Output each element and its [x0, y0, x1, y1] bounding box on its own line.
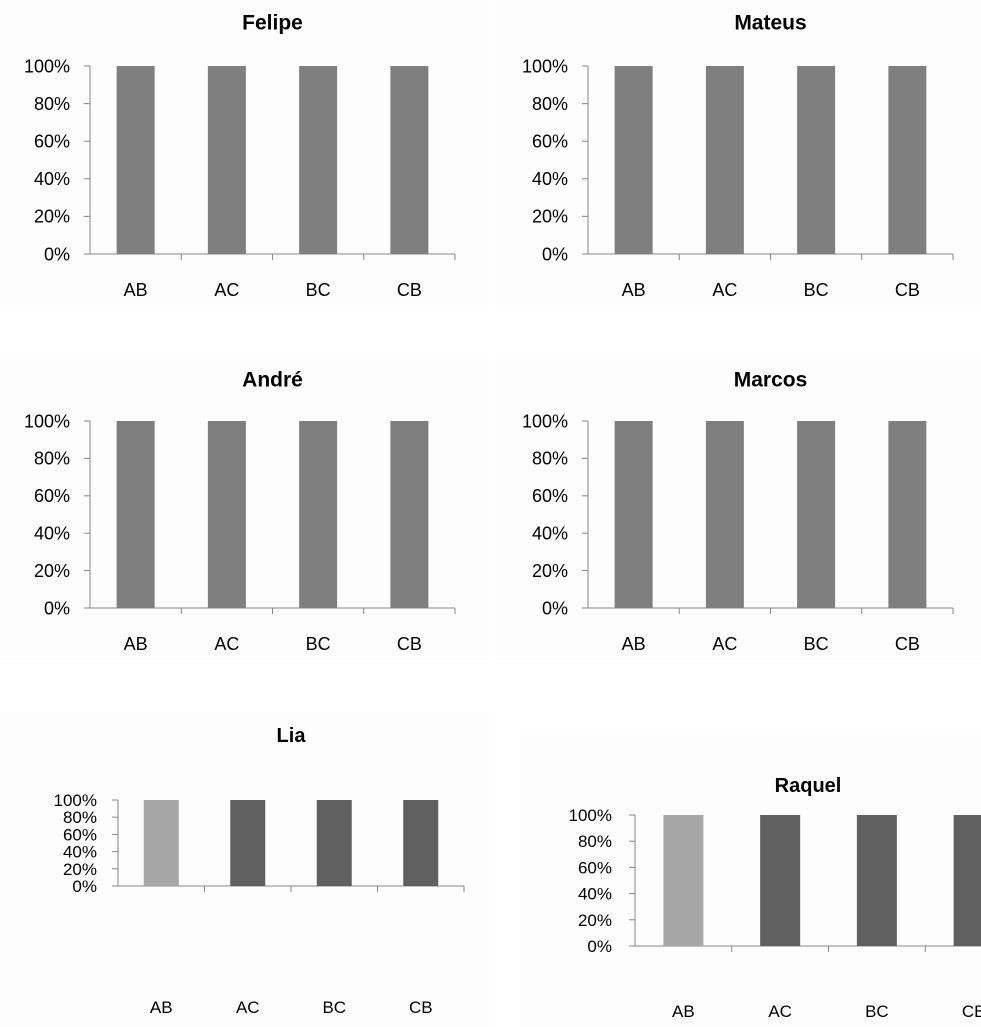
y-tick-label: 80% — [34, 94, 70, 114]
bar-cb — [403, 800, 439, 886]
y-tick-label: 40% — [63, 843, 97, 862]
y-tick-label: 20% — [34, 207, 70, 227]
x-tick-label: AC — [236, 998, 260, 1017]
y-tick-label: 60% — [532, 132, 568, 152]
x-tick-label: AC — [712, 280, 737, 300]
chart-title: André — [242, 368, 303, 391]
y-tick-label: 0% — [72, 877, 97, 896]
x-tick-label: CB — [397, 634, 422, 654]
bar-cb — [888, 66, 927, 254]
bar-bc — [797, 421, 836, 608]
chart-area-background — [520, 735, 981, 1027]
x-tick-label: CB — [895, 280, 920, 300]
bar-cb — [390, 421, 429, 608]
x-tick-label: CB — [409, 998, 433, 1017]
bar-ab — [614, 66, 653, 254]
y-tick-label: 80% — [34, 449, 70, 469]
x-tick-label: AB — [622, 280, 646, 300]
y-tick-label: 40% — [34, 169, 70, 189]
bar-ab — [116, 66, 155, 254]
bar-bc — [316, 800, 352, 886]
x-tick-label: AB — [124, 280, 148, 300]
x-tick-label: AC — [214, 634, 239, 654]
bar-ac — [230, 800, 266, 886]
x-tick-label: CB — [397, 280, 422, 300]
x-tick-label: CB — [962, 1002, 981, 1021]
y-tick-label: 80% — [532, 94, 568, 114]
bar-cb — [888, 421, 927, 608]
chart-panel-lia: Lia 0%20%40%60%80%100% AB AC BC CB — [0, 712, 490, 1027]
y-tick-label: 100% — [569, 806, 612, 825]
y-tick-label: 100% — [522, 411, 568, 431]
x-tick-label: AB — [124, 634, 148, 654]
bar-cb — [390, 66, 429, 254]
y-tick-label: 100% — [24, 411, 70, 431]
y-tick-label: 0% — [44, 244, 70, 264]
chart-title: Mateus — [734, 11, 806, 34]
x-tick-label: BC — [804, 634, 829, 654]
x-tick-label: BC — [322, 998, 346, 1017]
chart-panel-andr: André 0% 20% 40% 60% 80% 100% AB AC BC CB — [0, 358, 490, 660]
x-tick-label: AB — [622, 634, 646, 654]
y-tick-label: 80% — [532, 449, 568, 469]
y-tick-label: 0% — [542, 244, 568, 264]
y-tick-label: 0% — [542, 598, 568, 618]
y-tick-label: 0% — [587, 937, 612, 956]
x-tick-label: AC — [768, 1002, 792, 1021]
bar-bc — [797, 66, 836, 254]
bar-ac — [760, 815, 801, 946]
bar-ac — [207, 66, 246, 254]
y-tick-label: 100% — [54, 791, 97, 810]
bar-ac — [207, 421, 246, 608]
bar-bc — [856, 815, 897, 946]
x-tick-label: BC — [306, 280, 331, 300]
y-tick-label: 20% — [34, 561, 70, 581]
y-tick-label: 60% — [532, 486, 568, 506]
x-tick-label: AB — [150, 998, 173, 1017]
bar-cb — [953, 815, 981, 946]
x-tick-label: BC — [306, 634, 331, 654]
y-tick-label: 100% — [24, 56, 70, 76]
y-tick-label: 20% — [532, 561, 568, 581]
x-tick-label: AC — [712, 634, 737, 654]
bar-ac — [705, 66, 744, 254]
y-tick-label: 60% — [34, 132, 70, 152]
bar-ab — [116, 421, 155, 608]
bar-bc — [299, 421, 338, 608]
y-tick-label: 20% — [578, 911, 612, 930]
chart-title: Felipe — [242, 11, 303, 34]
y-tick-label: 20% — [63, 860, 97, 879]
y-tick-label: 40% — [34, 524, 70, 544]
chart-title: Raquel — [775, 775, 842, 797]
bar-bc — [299, 66, 338, 254]
y-tick-label: 100% — [522, 56, 568, 76]
y-tick-label: 40% — [532, 169, 568, 189]
chart-panel-mateus: Mateus 0% 20% 40% 60% 80% 100% AB AC BC CB — [496, 0, 981, 305]
y-tick-label: 0% — [44, 598, 70, 618]
y-tick-label: 40% — [578, 885, 612, 904]
x-tick-label: BC — [804, 280, 829, 300]
y-tick-label: 80% — [578, 832, 612, 851]
chart-title: Marcos — [734, 368, 808, 391]
bar-ac — [705, 421, 744, 608]
x-tick-label: AC — [214, 280, 239, 300]
y-tick-label: 20% — [532, 207, 568, 227]
chart-title: Lia — [277, 725, 307, 747]
y-tick-label: 60% — [578, 858, 612, 877]
y-tick-label: 80% — [63, 808, 97, 827]
bar-ab — [614, 421, 653, 608]
chart-panel-marcos: Marcos 0% 20% 40% 60% 80% 100% AB AC BC CB — [496, 358, 981, 660]
x-tick-label: CB — [895, 634, 920, 654]
chart-panel-raquel: Raquel 0% 20% 40% 60% 80% 100% AB AC BC CB — [520, 735, 981, 1027]
x-tick-label: AB — [672, 1002, 695, 1021]
y-tick-label: 40% — [532, 524, 568, 544]
bar-ab — [663, 815, 704, 946]
chart-panel-felipe: Felipe 0% 20% 40% 60% 80% 100% AB AC BC CB — [0, 0, 490, 305]
bar-ab — [143, 800, 179, 886]
y-tick-label: 60% — [34, 486, 70, 506]
y-tick-label: 60% — [63, 825, 97, 844]
x-tick-label: BC — [865, 1002, 889, 1021]
